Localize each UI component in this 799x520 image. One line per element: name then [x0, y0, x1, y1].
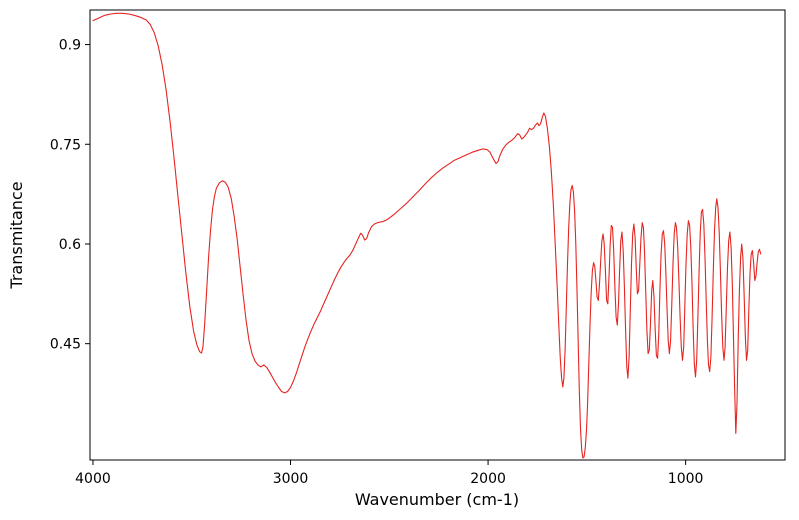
y-axis-label: Transmitance [7, 181, 26, 289]
y-tick-label: 0.9 [59, 38, 81, 54]
y-axis-ticks: 0.45 0.6 0.75 0.9 [50, 38, 90, 353]
y-tick-label: 0.75 [50, 137, 81, 153]
x-tick-label: 4000 [75, 471, 111, 487]
y-tick-label: 0.45 [50, 337, 81, 353]
plot-frame [89, 9, 786, 461]
spectrum-line [92, 12, 762, 459]
x-axis-ticks: 4000 3000 2000 1000 [75, 460, 703, 487]
y-tick-label: 0.6 [59, 237, 81, 253]
x-tick-label: 3000 [273, 471, 309, 487]
x-tick-label: 1000 [668, 471, 704, 487]
x-axis-label: Wavenumber (cm-1) [355, 490, 519, 509]
x-tick-label: 2000 [470, 471, 506, 487]
